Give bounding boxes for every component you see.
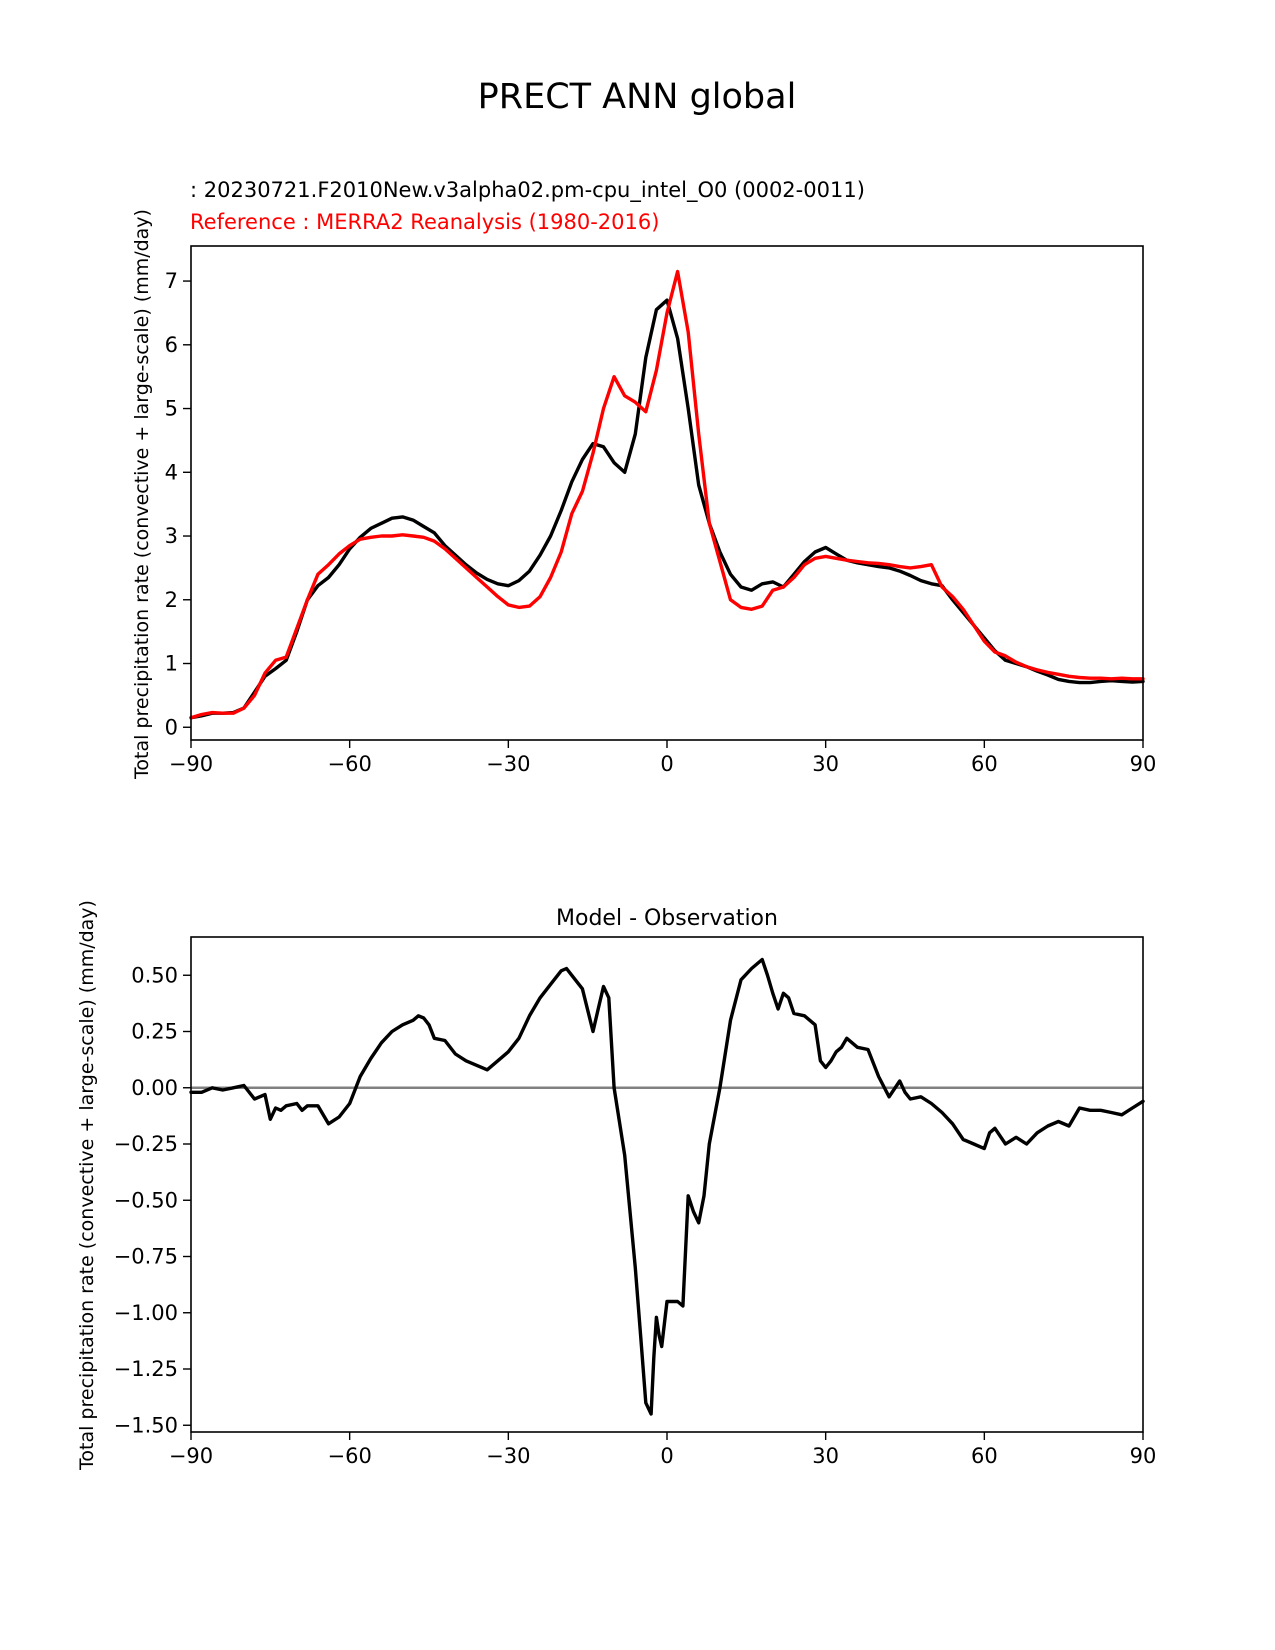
test-run-label: : 20230721.F2010New.v3alpha02.pm-cpu_int… xyxy=(190,178,865,203)
y-tick-label: 6 xyxy=(165,333,178,357)
x-tick-label: −30 xyxy=(486,752,530,776)
x-tick-label: 60 xyxy=(971,1444,998,1468)
series-group-bottom xyxy=(189,957,1145,1416)
reference-label: Reference : MERRA2 Reanalysis (1980-2016… xyxy=(190,210,659,234)
y-tick-label: −1.25 xyxy=(114,1357,178,1381)
y-tick-label: 1 xyxy=(165,652,178,676)
y-tick-label: −0.50 xyxy=(114,1188,178,1212)
y-tick-label: 4 xyxy=(165,460,178,484)
x-tick-label: −60 xyxy=(328,1444,372,1468)
x-tick-label: 90 xyxy=(1130,752,1157,776)
x-tick-label: 0 xyxy=(660,752,673,776)
y-tick-label: 3 xyxy=(165,524,178,548)
panel-top-line-chart: : 20230721.F2010New.v3alpha02.pm-cpu_int… xyxy=(131,178,1156,780)
x-tick-label: 0 xyxy=(660,1444,673,1468)
y-tick-label: −0.75 xyxy=(114,1245,178,1269)
series-group-top xyxy=(189,269,1145,720)
x-tick-label: −30 xyxy=(486,1444,530,1468)
y-tick-label: 5 xyxy=(165,397,178,421)
plot-frame-bottom xyxy=(190,936,1144,1433)
x-tick-label: −90 xyxy=(169,1444,213,1468)
model-series-line xyxy=(189,298,1145,720)
y-tick-label: 0.00 xyxy=(131,1076,178,1100)
y-tick-label: −1.50 xyxy=(114,1413,178,1437)
x-tick-label: 90 xyxy=(1130,1444,1157,1468)
y-tick-label: 0.50 xyxy=(131,963,178,987)
y-tick-label: −0.25 xyxy=(114,1132,178,1156)
figure-title: PRECT ANN global xyxy=(478,77,797,117)
x-tick-label: 30 xyxy=(812,752,839,776)
y-tick-label: 2 xyxy=(165,588,178,612)
y-tick-label: −1.00 xyxy=(114,1301,178,1325)
y-tick-label: 0.25 xyxy=(131,1020,178,1044)
difference-title: Model - Observation xyxy=(556,906,778,931)
difference-series-line xyxy=(189,957,1145,1416)
y-axis-label-top: Total precipitation rate (convective + l… xyxy=(131,209,153,780)
x-tick-label: −60 xyxy=(328,752,372,776)
y-tick-label: 0 xyxy=(165,715,178,739)
x-tick-label: 30 xyxy=(812,1444,839,1468)
ticks-group-bottom: −90 −60 −30 0 30 60 90 0.50 0.25 0.00 −0.25 −0.50 −0… xyxy=(114,963,1157,1468)
panel-bottom-difference-chart: Model - Observation Total precipitation … xyxy=(76,900,1156,1471)
x-tick-label: −90 xyxy=(169,752,213,776)
ticks-group-top: −90 −60 −30 0 30 60 90 0 1 2 3 4 5 6 7 xyxy=(165,269,1157,776)
reference-series-line xyxy=(189,269,1145,720)
x-tick-label: 60 xyxy=(971,752,998,776)
y-tick-label: 7 xyxy=(165,269,178,293)
y-axis-label-bottom: Total precipitation rate (convective + l… xyxy=(76,900,98,1471)
plot-frame-top xyxy=(190,245,1144,741)
